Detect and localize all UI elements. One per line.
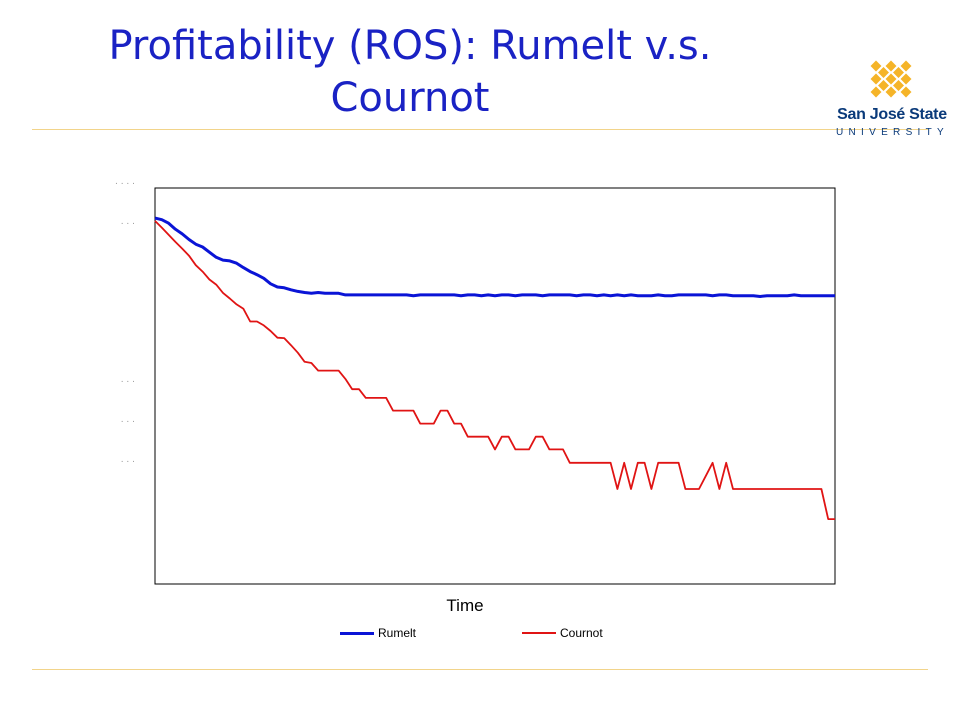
legend-swatch-cournot	[522, 632, 556, 634]
series-cournot	[154, 220, 835, 520]
logo-mark-icon	[869, 59, 913, 99]
series-line-cournot	[154, 220, 835, 520]
y-tick-label: . . .	[121, 375, 135, 385]
x-axis-label: Time	[446, 596, 484, 615]
slide-title: Profitability (ROS): Rumelt v.s. Cournot	[40, 20, 780, 124]
series-rumelt	[154, 216, 835, 298]
y-tick-label: . . .	[121, 415, 135, 425]
bottom-rule	[32, 669, 928, 670]
y-tick-labels: . . . . . . . . . . . . . . . .	[115, 177, 135, 465]
slide-title-line-1: Profitability (ROS): Rumelt v.s.	[108, 23, 712, 69]
y-tick-label: . . .	[121, 455, 135, 465]
legend-label-cournot: Cournot	[560, 626, 603, 640]
plot-frame	[154, 187, 836, 585]
series-line-rumelt	[154, 216, 835, 298]
logo-name: San José State	[837, 106, 947, 123]
y-tick-label: . . . .	[115, 177, 135, 187]
y-tick-label: . . .	[121, 217, 135, 227]
slide-title-line-2: Cournot	[330, 75, 490, 121]
logo-subtitle: UNIVERSITY	[836, 127, 950, 138]
university-logo: San José State UNIVERSITY	[828, 50, 948, 150]
top-rule	[32, 129, 928, 130]
legend-label-rumelt: Rumelt	[378, 626, 417, 640]
legend-swatch-rumelt	[340, 632, 374, 635]
series-layer	[154, 216, 835, 520]
